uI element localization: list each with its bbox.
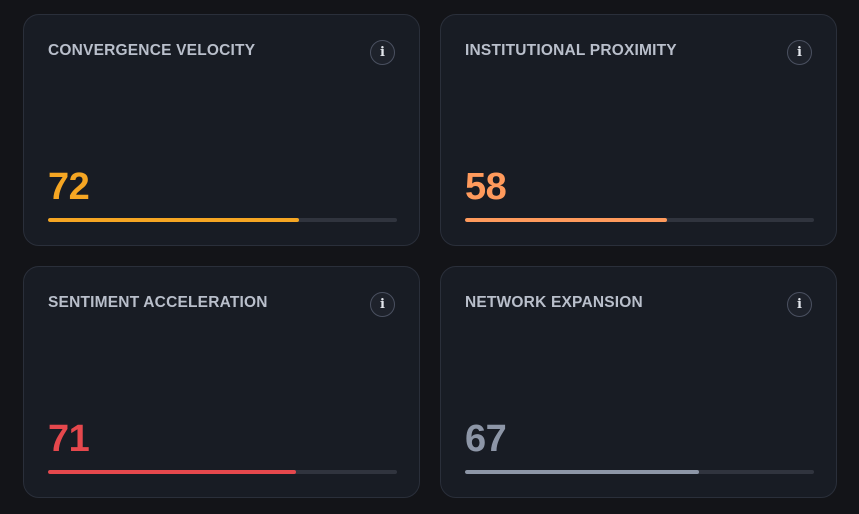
metric-title: CONVERGENCE VELOCITY (48, 42, 256, 59)
progress-fill (48, 218, 300, 222)
metric-card-sentiment-acceleration: SENTIMENT ACCELERATION i 71 (23, 266, 420, 498)
metric-card-convergence-velocity: CONVERGENCE VELOCITY i 72 (23, 14, 420, 246)
progress-track (48, 470, 397, 474)
metric-value: 67 (465, 418, 507, 460)
progress-fill (48, 470, 296, 474)
metric-value: 71 (48, 418, 90, 460)
metric-title: NETWORK EXPANSION (465, 294, 643, 311)
info-icon[interactable]: i (787, 292, 812, 317)
metric-value: 72 (48, 166, 90, 208)
info-icon[interactable]: i (787, 40, 812, 65)
progress-fill (465, 470, 699, 474)
progress-track (465, 218, 814, 222)
progress-fill (465, 218, 668, 222)
metric-value: 58 (465, 166, 507, 208)
info-icon[interactable]: i (370, 40, 395, 65)
metric-card-network-expansion: NETWORK EXPANSION i 67 (440, 266, 837, 498)
progress-track (48, 218, 397, 222)
metric-card-institutional-proximity: INSTITUTIONAL PROXIMITY i 58 (440, 14, 837, 246)
info-icon[interactable]: i (370, 292, 395, 317)
metric-title: SENTIMENT ACCELERATION (48, 294, 268, 311)
metric-title: INSTITUTIONAL PROXIMITY (465, 42, 677, 59)
progress-track (465, 470, 814, 474)
